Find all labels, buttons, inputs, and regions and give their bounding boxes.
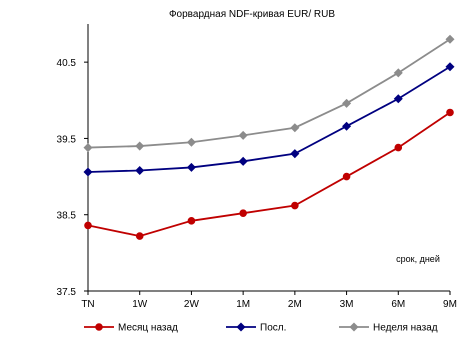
- data-point: [135, 232, 144, 240]
- legend: Месяц назад Посл. Неделя назад: [84, 322, 438, 334]
- x-tick-label: TN: [81, 299, 94, 310]
- data-point: [342, 172, 351, 181]
- y-tick-label: 37.5: [57, 287, 77, 298]
- axis-annotation: срок, дней: [396, 254, 440, 264]
- data-point: [84, 221, 92, 230]
- data-point: [342, 121, 352, 131]
- data-point: [186, 137, 196, 147]
- data-point: [445, 62, 455, 72]
- chart-title: Форвардная NDF-кривая EUR/ RUB: [169, 9, 335, 20]
- y-tick-label: 40.5: [57, 58, 77, 69]
- x-tick-label: 2M: [288, 299, 302, 310]
- axes: 37.5 38.5 39.5 40.5 TN 1W 2W 1M 2M 3M 6M 9M: [57, 24, 457, 310]
- data-point: [290, 123, 300, 133]
- series-1: [83, 62, 455, 177]
- series-line: [87, 111, 451, 238]
- legend-marker: [349, 322, 359, 332]
- data-point: [393, 94, 403, 104]
- data-point: [83, 167, 93, 177]
- data-point: [187, 217, 196, 225]
- data-point: [446, 108, 454, 117]
- data-point: [445, 34, 455, 44]
- legend-item: Посл.: [226, 322, 286, 334]
- x-tick-label: 1W: [132, 299, 148, 310]
- data-point: [238, 130, 248, 140]
- data-point: [342, 98, 352, 108]
- x-tick-label: 6M: [391, 299, 405, 310]
- data-point: [135, 165, 145, 175]
- data-point: [291, 201, 299, 210]
- data-point: [394, 143, 403, 152]
- x-tick-label: 3M: [340, 299, 354, 310]
- data-point: [238, 156, 248, 166]
- y-tick-label: 39.5: [57, 134, 77, 145]
- legend-item: Неделя назад: [339, 322, 438, 334]
- y-tick-label: 38.5: [57, 211, 77, 222]
- series-2: [83, 34, 455, 153]
- x-tick-label: 1M: [236, 299, 250, 310]
- series-line: [87, 38, 451, 149]
- x-tick-label: 2W: [184, 299, 200, 310]
- data-point: [186, 162, 196, 172]
- legend-label: Месяц назад: [118, 323, 178, 334]
- series-0: [84, 108, 454, 240]
- series-line: [87, 65, 451, 173]
- series-layer: [83, 34, 455, 240]
- data-point: [393, 68, 403, 78]
- data-point: [239, 209, 247, 217]
- legend-label: Неделя назад: [373, 323, 438, 334]
- x-tick-label: 9M: [443, 299, 457, 310]
- legend-label: Посл.: [260, 323, 286, 334]
- legend-item: Месяц назад: [84, 323, 178, 334]
- legend-marker: [236, 322, 246, 332]
- data-point: [135, 141, 145, 151]
- data-point: [83, 143, 93, 153]
- data-point: [290, 149, 300, 159]
- legend-marker: [95, 323, 103, 331]
